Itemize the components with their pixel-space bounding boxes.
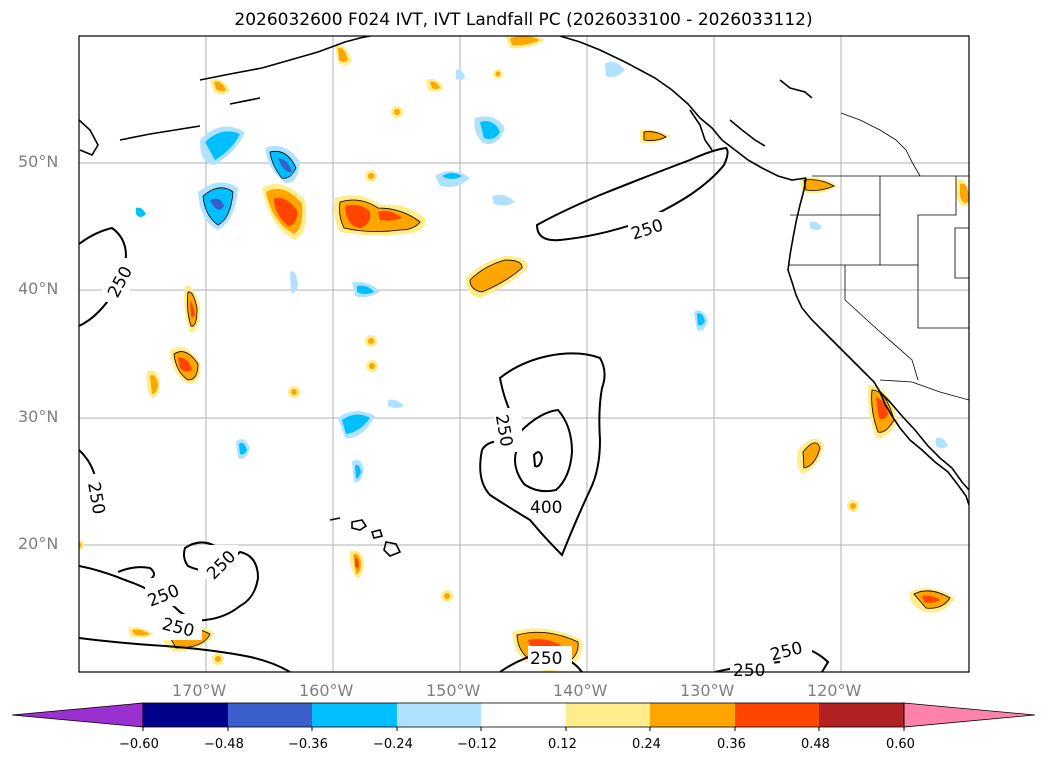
pos-blob (960, 183, 969, 203)
colorbar-segment (819, 703, 904, 727)
pos-blob (430, 81, 440, 89)
neg-blob (136, 207, 146, 217)
pos-blob (345, 204, 371, 228)
contour-label: 250 (733, 661, 765, 681)
neg-blob (210, 198, 224, 210)
neg-blob (492, 194, 515, 206)
colorbar-tick-label: 0.12 (548, 737, 577, 752)
pos-blob (190, 302, 195, 318)
map-frame (78, 35, 970, 673)
pos-blob (369, 363, 375, 369)
neg-blob (442, 173, 462, 179)
lat-label: 50°N (18, 152, 59, 171)
coastlines (79, 36, 969, 557)
lon-label: 130°W (680, 681, 735, 700)
lon-label: 160°W (299, 681, 354, 700)
pos-blob (355, 557, 359, 568)
contour-label: 400 (530, 498, 562, 518)
colorbar-segment (312, 703, 397, 727)
pos-blob (79, 542, 82, 548)
pos-blob (922, 595, 940, 603)
lat-label: 20°N (18, 534, 59, 553)
pos-blob (644, 131, 666, 141)
lon-label: 150°W (426, 681, 481, 700)
pos-blob (850, 503, 856, 509)
pos-blob (510, 36, 540, 46)
political-borders (788, 112, 969, 401)
colorbar-segment (735, 703, 819, 727)
colorbar-segment (566, 703, 650, 727)
pos-blob (291, 389, 297, 395)
colorbar-extend-max (903, 702, 1036, 728)
colorbar-tick-label: −0.48 (204, 737, 244, 752)
lon-label: 140°W (553, 681, 608, 700)
colorbar-tick-label: 0.60 (886, 737, 915, 752)
colorbar-segment (650, 703, 735, 727)
colorbar-tick-label: −0.36 (288, 737, 328, 752)
map-title: 2026032600 F024 IVT, IVT Landfall PC (20… (234, 10, 813, 30)
colorbar-tick-label: 0.36 (717, 737, 746, 752)
neg-blob (278, 158, 292, 173)
colorbar-tick-label: −0.60 (119, 737, 159, 752)
pos-blob (338, 47, 348, 62)
pos-blob (150, 375, 158, 394)
neg-blob (355, 464, 361, 479)
neg-blob (480, 121, 500, 140)
neg-blob (936, 437, 948, 448)
pos-blob (803, 442, 820, 468)
pc-contour-outlines (165, 131, 951, 669)
colorbar-tick-label: 0.48 (801, 737, 830, 752)
neg-blob (239, 442, 247, 455)
colorbar-tick-label: −0.12 (457, 737, 497, 752)
neg-blob (605, 62, 625, 78)
lon-label: 120°W (807, 681, 862, 700)
neg-blob (388, 399, 404, 408)
colorbar (11, 702, 1036, 731)
pos-blob (132, 629, 150, 636)
neg-blob (456, 69, 465, 80)
pos-blob (368, 173, 374, 179)
neg-blob (697, 313, 705, 326)
colorbar-extend-min (11, 702, 144, 728)
pos-blob (470, 260, 523, 292)
colorbar-tick-label: −0.24 (373, 737, 413, 752)
colorbar-tick-label: 0.24 (632, 737, 661, 752)
neg-blob (342, 414, 370, 434)
pos-blob (804, 179, 834, 191)
pos-blob (274, 197, 298, 226)
pos-blob (378, 210, 402, 221)
pos-blob (214, 81, 226, 92)
graticule (79, 36, 969, 672)
pos-blob (394, 109, 400, 115)
pos-blob (495, 71, 501, 77)
pos-blob (444, 593, 450, 599)
pos-blob (215, 656, 221, 662)
lon-label: 170°W (172, 681, 227, 700)
pos-blob (368, 338, 374, 344)
lat-label: 40°N (18, 279, 59, 298)
neg-blob (290, 271, 298, 294)
colorbar-segment (228, 703, 312, 727)
contour-label: 250 (530, 649, 562, 669)
lat-label: 30°N (18, 407, 59, 426)
colorbar-segment (481, 703, 566, 727)
neg-blob (357, 285, 374, 294)
pos-blob (876, 398, 888, 420)
neg-blob (810, 221, 822, 230)
neg-blob (205, 131, 240, 160)
pc-filled-contours (79, 36, 969, 672)
pos-blob (178, 357, 192, 372)
colorbar-segment (143, 703, 228, 727)
colorbar-segment (397, 703, 481, 727)
